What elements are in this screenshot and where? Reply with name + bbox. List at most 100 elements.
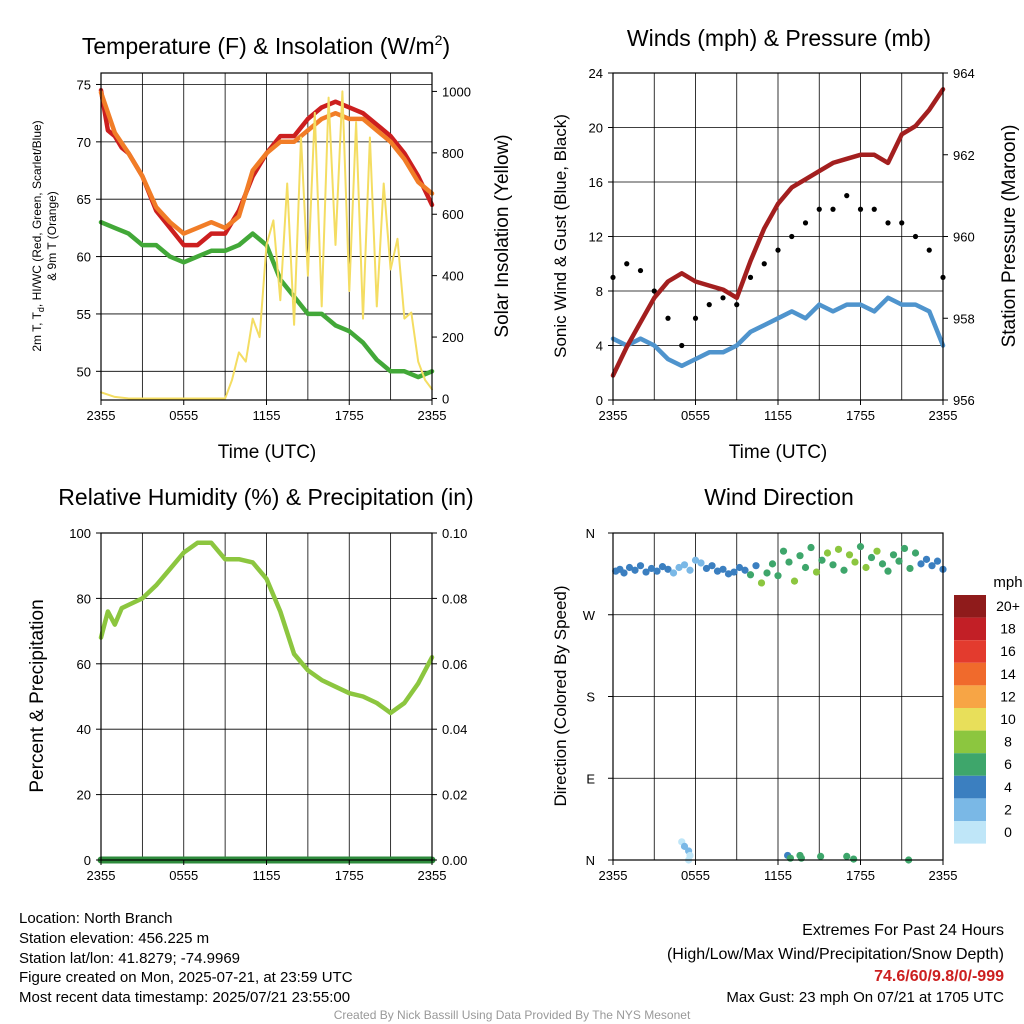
temperature-xlabel: Time (UTC): [218, 442, 317, 463]
temperature-ytick-label: 65: [77, 192, 91, 207]
winds-y2tick-label: 960: [953, 230, 975, 245]
info-recent: Most recent data timestamp: 2025/07/21 2…: [19, 989, 350, 1006]
humidity-ytick-label: 80: [77, 591, 91, 606]
winds-ylabel-right: Station Pressure (Maroon): [999, 125, 1020, 348]
speed-legend-swatch: [954, 595, 986, 618]
winddir-ytick-label: N: [586, 853, 595, 868]
winddir-panel: Wind Direction 2355 0555 1155 1755 2355 N E S W N…: [551, 484, 1023, 883]
temperature-y2tick-label: 0: [442, 391, 449, 406]
humidity-grid: [101, 532, 432, 861]
winds-series: [610, 87, 946, 378]
winddir-point: [873, 547, 881, 555]
temperature-ytick-label: 55: [77, 307, 91, 322]
winddir-point: [686, 566, 694, 574]
speed-legend-label: 14: [1000, 666, 1016, 682]
humidity-series-rh: [98, 540, 435, 716]
temperature-y2tick-label: 400: [442, 269, 464, 284]
temperature-panel: Temperature (F) & Insolation (W/m2) 2355…: [30, 32, 513, 463]
winddir-grid: [613, 533, 943, 860]
temperature-series-t9m: [98, 90, 435, 236]
humidity-ytick-label: 60: [77, 657, 91, 672]
winddir-point: [724, 570, 733, 578]
speed-legend: 20+ 18 16 14 12 10 8 6 4 2 0: [954, 595, 1020, 844]
speed-legend-label: 16: [1000, 643, 1016, 659]
winds-gust-point: [651, 288, 657, 294]
winds-gust-point: [775, 247, 781, 253]
winds-ytick-label: 0: [596, 393, 603, 408]
winddir-point: [675, 563, 683, 572]
winddir-point: [829, 561, 837, 569]
winds-series-wind: [610, 295, 946, 369]
winddir-point: [713, 567, 722, 575]
winddir-point: [823, 549, 832, 557]
winddir-point: [680, 561, 689, 569]
speed-legend-label: 18: [1000, 621, 1016, 637]
info-created: Figure created on Mon, 2025-07-21, at 23…: [19, 969, 353, 986]
winddir-point: [746, 571, 755, 579]
temperature-xtick-label: 0555: [169, 408, 198, 423]
winddir-ytick-label: S: [586, 690, 595, 705]
winds-gust-point: [761, 261, 767, 267]
speed-legend-label: 8: [1004, 734, 1012, 750]
extremes-max-gust: Max Gust: 23 mph On 07/21 at 1705 UTC: [726, 989, 1004, 1006]
winds-ytick-label: 8: [596, 284, 603, 299]
winddir-point: [906, 564, 914, 573]
winddir-point: [843, 852, 851, 860]
humidity-xtick-label: 2355: [87, 868, 116, 883]
winddir-point: [834, 545, 843, 553]
speed-legend-swatch: [954, 730, 986, 754]
speed-legend-label: 2: [1004, 801, 1012, 817]
speed-legend-label: 10: [1000, 711, 1016, 727]
winds-gust-point: [665, 315, 671, 321]
humidity-ytick-label: 20: [77, 788, 91, 803]
winddir-point: [889, 551, 898, 559]
winddir-point: [669, 569, 678, 577]
winddir-point: [862, 563, 870, 572]
winddir-point: [658, 563, 667, 571]
winds-ytick-label: 20: [589, 121, 603, 136]
speed-legend-swatch: [954, 685, 986, 708]
speed-legend-swatch: [954, 753, 986, 776]
winddir-ytick-label: E: [586, 771, 595, 786]
temperature-series-solar: [100, 90, 433, 400]
winds-ytick-label: 4: [596, 339, 603, 354]
winds-xtick-label: 0555: [681, 408, 710, 423]
extremes-heading: Extremes For Past 24 Hours: [802, 922, 1004, 939]
temperature-series: [98, 87, 435, 400]
winddir-point: [818, 556, 826, 564]
temperature-ylabel-left-line2: & 9m T (Orange): [45, 191, 59, 281]
winds-xtick-label: 1755: [846, 408, 875, 423]
winddir-point: [719, 565, 727, 573]
winddir-point: [768, 560, 777, 568]
extremes-info: Extremes For Past 24 Hours (High/Low/Max…: [667, 922, 1004, 1006]
winds-gust-point: [706, 302, 712, 308]
winds-y2tick-label: 964: [953, 66, 975, 81]
winddir-point: [801, 563, 810, 572]
temperature-ytick-label: 75: [77, 77, 91, 92]
winddir-ytick-label: N: [586, 526, 595, 541]
info-location: Location: North Branch: [19, 910, 172, 927]
winds-gust-point: [679, 342, 685, 349]
winddir-point: [867, 553, 876, 562]
speed-legend-swatch: [954, 775, 986, 799]
winds-y2tick-label: 962: [953, 148, 975, 163]
winds-gust-point: [899, 220, 905, 226]
temperature-xtick-label: 2355: [87, 408, 116, 423]
winds-gust-point: [871, 206, 877, 212]
winddir-point: [631, 566, 639, 574]
winddir-point: [653, 567, 661, 575]
temperature-y2tick-label: 1000: [442, 84, 471, 99]
winddir-point: [933, 557, 942, 565]
winddir-point: [878, 560, 887, 568]
winddir-point: [625, 563, 634, 572]
winds-gust-point: [844, 193, 850, 199]
winddir-xtick-label: 0555: [681, 868, 710, 883]
winds-gust-point: [692, 315, 699, 321]
temperature-ytick-label: 70: [77, 135, 91, 150]
winddir-point: [851, 558, 859, 566]
humidity-xtick-label: 1755: [335, 868, 364, 883]
winddir-point: [741, 566, 749, 574]
winddir-point: [647, 564, 656, 573]
temperature-ytick-label: 60: [77, 250, 91, 265]
winds-ytick-label: 24: [589, 66, 603, 81]
